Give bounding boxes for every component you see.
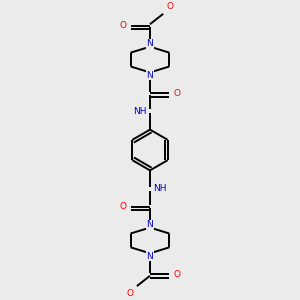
Text: O: O — [119, 21, 126, 30]
Text: NH: NH — [134, 107, 147, 116]
Text: O: O — [174, 89, 181, 98]
Text: O: O — [166, 2, 173, 11]
Text: NH: NH — [153, 184, 166, 193]
Text: N: N — [147, 252, 153, 261]
Text: N: N — [147, 39, 153, 48]
Text: O: O — [119, 202, 126, 211]
Text: O: O — [127, 289, 134, 298]
Text: O: O — [174, 270, 181, 279]
Text: N: N — [147, 71, 153, 80]
Text: N: N — [147, 220, 153, 229]
